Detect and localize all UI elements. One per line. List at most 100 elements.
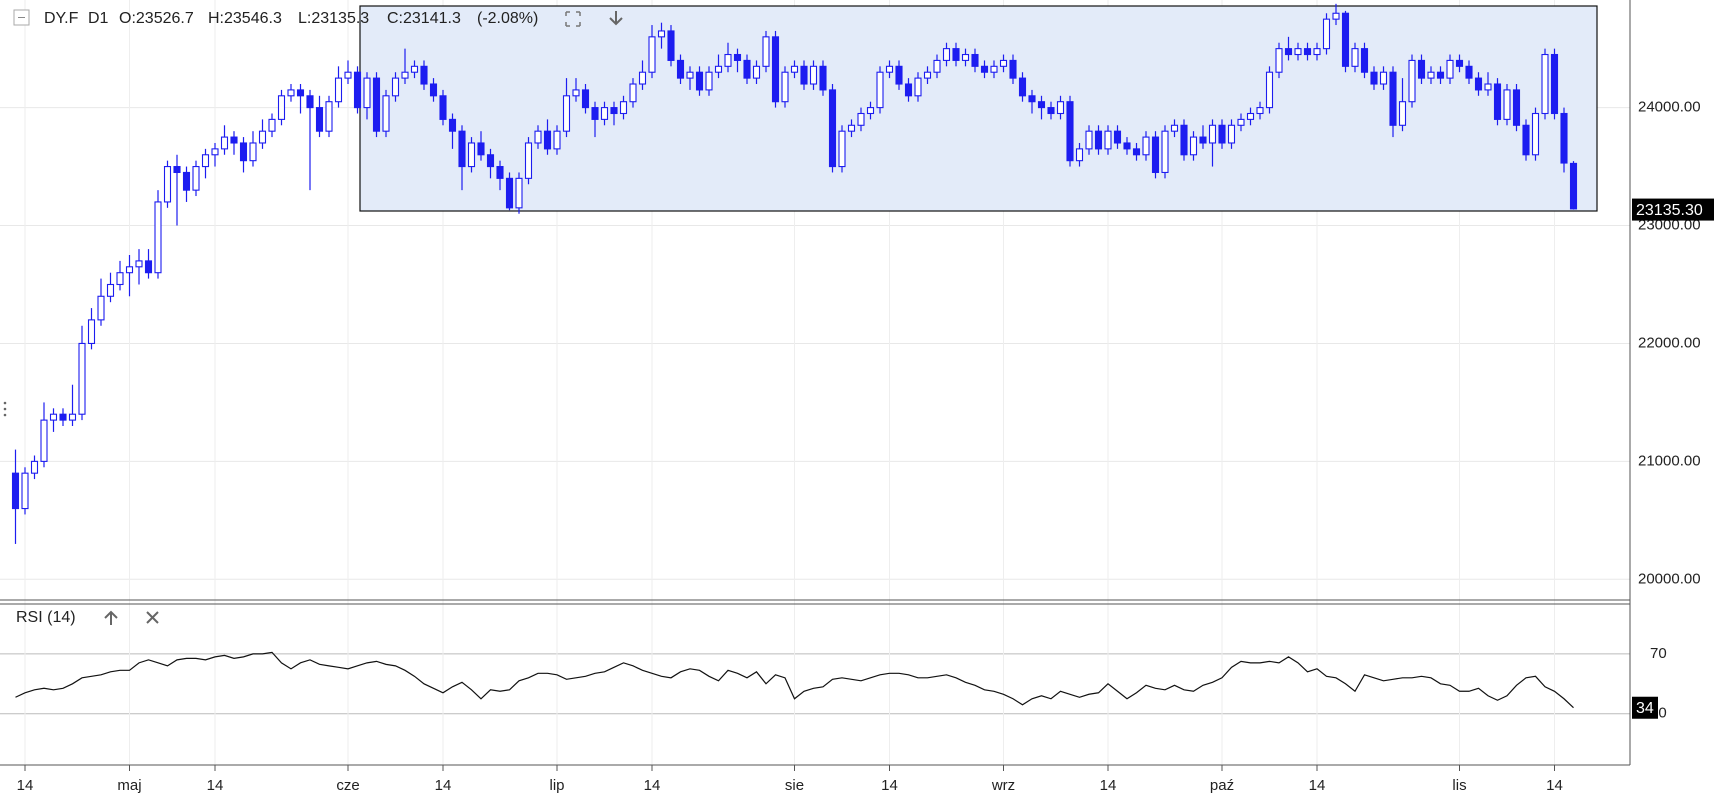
candle-body: [999, 59, 1008, 67]
download-button[interactable]: [609, 11, 623, 26]
candle-body: [1446, 59, 1454, 79]
drawn-rectangle[interactable]: [359, 5, 1598, 212]
candle-body: [1085, 130, 1093, 150]
candle-body: [505, 177, 514, 209]
candle-body: [1151, 136, 1160, 174]
candle-body: [334, 77, 343, 103]
candle-body: [961, 53, 970, 61]
candle-body: [923, 71, 932, 79]
x-tick-label: 14: [881, 777, 898, 794]
y-tick-label: 21000.00: [1638, 452, 1701, 469]
candle-body: [429, 83, 438, 97]
handle-dot: [3, 407, 7, 411]
candle-body: [1161, 130, 1169, 174]
candle-body: [1332, 12, 1340, 20]
change-percent: (-2.08%): [477, 10, 538, 27]
handle-dot: [3, 401, 7, 405]
x-tick-label: lis: [1452, 777, 1466, 794]
candle-body: [467, 142, 476, 168]
candle-body: [971, 53, 979, 67]
candle-body: [353, 71, 362, 109]
candle-body: [638, 71, 647, 85]
candle-body: [885, 65, 894, 73]
candle-body: [30, 460, 39, 474]
candle-body: [838, 130, 846, 168]
candle-body: [562, 95, 571, 132]
y-tick-label: 23000.00: [1638, 216, 1701, 233]
candle-body: [97, 295, 105, 321]
candle-body: [714, 65, 723, 73]
candle-body: [306, 95, 314, 109]
candle-body: [781, 71, 789, 103]
candle-body: [1417, 59, 1426, 79]
pane-handle[interactable]: [3, 401, 7, 417]
candle-body: [743, 59, 751, 79]
candle-body: [1313, 48, 1321, 56]
candle-body: [1256, 107, 1264, 115]
candle-body: [648, 36, 656, 73]
candle-body: [1379, 71, 1388, 85]
candle-body: [144, 260, 153, 274]
candle-body: [1189, 136, 1198, 156]
candle-body: [1218, 124, 1226, 144]
candle-body: [382, 95, 390, 132]
candle-body: [1227, 124, 1236, 144]
candle-body: [980, 65, 989, 73]
candle-body: [363, 77, 371, 109]
candle-body: [1132, 148, 1141, 156]
labels: 20000.00 21000.00 22000.00 23000.00 24000.00…: [17, 99, 1714, 794]
candle-body: [1009, 59, 1017, 79]
candle-body: [1275, 48, 1283, 73]
candle-body: [1541, 53, 1549, 115]
candle-body: [154, 201, 162, 274]
candle-body: [87, 319, 96, 345]
candle-body: [287, 89, 295, 97]
open-value: O:23526.7: [119, 10, 194, 27]
indicator-marker-box: [1632, 696, 1658, 719]
candle-body: [391, 77, 400, 97]
candle-body: [600, 107, 609, 120]
y-tick-label: 20000.00: [1638, 570, 1701, 587]
candle-body: [809, 65, 818, 85]
candle-body: [315, 107, 324, 132]
x-tick-label: 14: [17, 777, 34, 794]
close-indicator-button[interactable]: [146, 611, 159, 624]
candle-body: [591, 107, 599, 120]
move-up-button[interactable]: [104, 610, 118, 625]
candle-body: [1028, 95, 1036, 103]
low-value: L:23135.3: [298, 10, 369, 27]
x-tick-label: 14: [644, 777, 661, 794]
candle-body: [1465, 65, 1473, 79]
candle-body: [572, 89, 580, 97]
candle-body: [847, 124, 856, 132]
candle-body: [1037, 101, 1046, 109]
candle-body: [1569, 162, 1578, 210]
candle-body: [220, 136, 229, 150]
candle-body: [496, 166, 504, 179]
candle-body: [942, 48, 951, 61]
candle-body: [752, 65, 761, 79]
candle-body: [524, 142, 533, 179]
candle-body: [914, 77, 922, 97]
candle-body: [372, 77, 381, 132]
candle-body: [410, 65, 419, 73]
close-value: C:23141.3: [387, 10, 461, 27]
candle-body: [1066, 101, 1074, 162]
candle-body: [277, 95, 286, 120]
candle-body: [724, 53, 732, 67]
candle-body: [619, 101, 628, 115]
candle-body: [1493, 83, 1502, 120]
candle-body: [1284, 48, 1293, 56]
candle-body: [857, 112, 865, 126]
candle-body: [1246, 112, 1255, 120]
x-tick-label: wrz: [991, 777, 1015, 794]
fullscreen-button[interactable]: [565, 11, 581, 27]
candle-body: [1351, 48, 1359, 67]
candle-body: [771, 36, 780, 103]
x-tick-label: lip: [549, 777, 564, 794]
candle-body: [866, 107, 875, 115]
candle-body: [1303, 48, 1312, 56]
candle-body: [420, 65, 428, 85]
candle-body: [1560, 112, 1568, 164]
price-marker-label: 23135.30: [1636, 202, 1703, 219]
